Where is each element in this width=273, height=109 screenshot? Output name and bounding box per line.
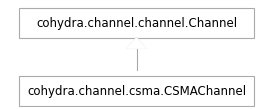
Polygon shape [127, 38, 146, 48]
FancyBboxPatch shape [19, 9, 254, 38]
FancyBboxPatch shape [19, 77, 254, 106]
Text: cohydra.channel.channel.Channel: cohydra.channel.channel.Channel [36, 17, 237, 30]
Text: cohydra.channel.csma.CSMAChannel: cohydra.channel.csma.CSMAChannel [27, 85, 246, 98]
